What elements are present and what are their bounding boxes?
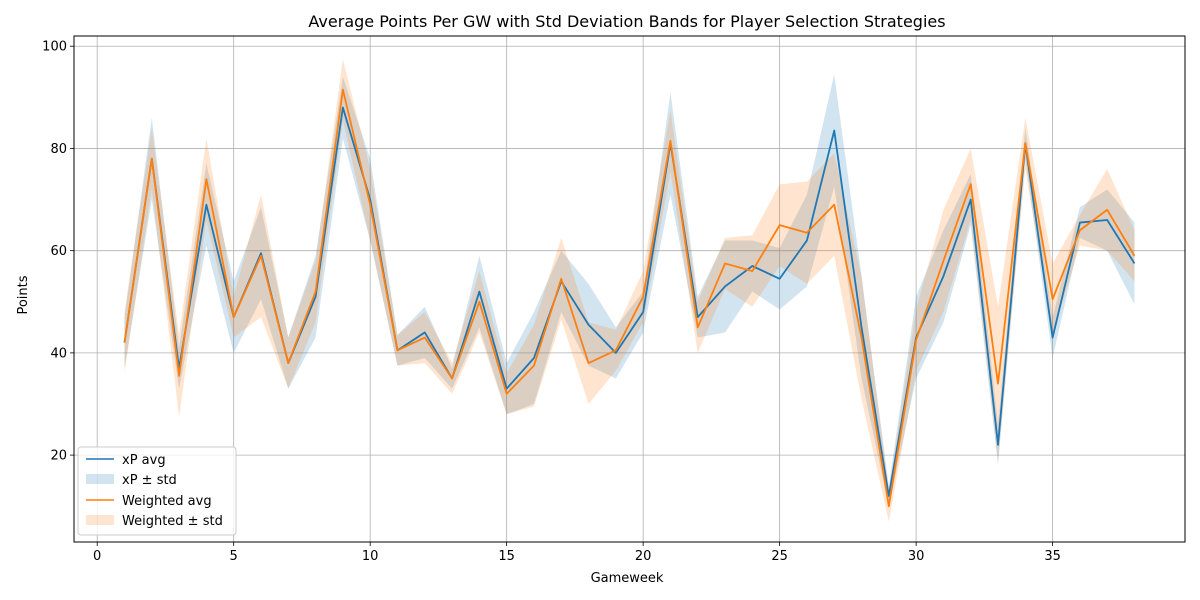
x-tick-label: 10 [362,549,379,564]
legend-swatch-weighted-band [86,515,114,525]
series-lines [123,88,1136,508]
chart-title: Average Points Per GW with Std Deviation… [308,12,945,31]
x-axis-label: Gameweek [591,571,664,586]
legend-box [77,446,237,536]
legend-label-xp-band: xP ± std [122,473,177,488]
std-band-series-1 [124,59,1135,522]
y-tick-label: 80 [50,142,67,157]
grid [74,36,1185,542]
avg-line-series-1 [123,88,1136,508]
plot-frame [73,35,1186,543]
x-tick-label: 15 [498,549,515,564]
x-tick-label: 0 [93,549,101,564]
x-tick-label: 30 [908,549,925,564]
x-tick-label: 35 [1044,549,1061,564]
legend: xP avg xP ± std Weighted avg Weighted ± … [77,446,237,536]
y-axis-label: Points [16,275,31,314]
x-tick-label: 25 [771,549,788,564]
legend-swatch-xp-band [86,474,114,484]
y-tick-label: 100 [42,40,67,55]
axis-ticks: 0 5 10 15 20 25 30 35 20 40 60 80 100 [42,40,1061,564]
x-tick-label: 5 [230,549,238,564]
y-tick-label: 40 [50,346,67,361]
x-tick-label: 20 [635,549,652,564]
legend-label-weighted-avg: Weighted avg [122,494,212,509]
std-bands [124,59,1135,522]
legend-label-xp-avg: xP avg [122,453,166,468]
legend-label-weighted-band: Weighted ± std [122,514,223,529]
y-tick-label: 20 [50,449,67,464]
y-tick-label: 60 [50,244,67,259]
